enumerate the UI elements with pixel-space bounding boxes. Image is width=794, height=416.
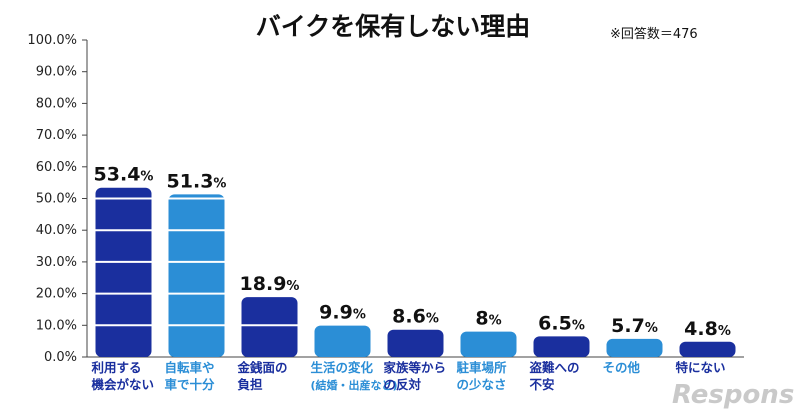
category-label: 負担 bbox=[238, 377, 264, 392]
y-tick-label: 10.0% bbox=[36, 318, 77, 333]
value-label: 5.7% bbox=[611, 315, 658, 337]
category-label: 自転車や bbox=[165, 360, 215, 375]
category-label: 利用する bbox=[92, 360, 142, 375]
y-tick-label: 80.0% bbox=[36, 96, 77, 111]
bar-body bbox=[168, 194, 225, 357]
y-tick-label: 60.0% bbox=[36, 160, 77, 175]
bar-body bbox=[387, 329, 444, 357]
chart-title: バイクを保有しない理由 bbox=[256, 12, 531, 41]
bar bbox=[387, 329, 444, 357]
bar-body bbox=[95, 187, 152, 357]
bar bbox=[314, 325, 371, 357]
bar bbox=[606, 338, 663, 357]
category-label: 特にない bbox=[676, 360, 726, 375]
bar bbox=[95, 187, 152, 357]
bars bbox=[95, 187, 736, 357]
y-tick-label: 40.0% bbox=[36, 223, 77, 238]
y-tick-label: 30.0% bbox=[36, 255, 77, 270]
y-axis: 0.0% 10.0% 20.0% 30.0% 40.0% 50.0% 60.0% 70.0% 8… bbox=[27, 33, 88, 365]
value-label: 53.4% bbox=[94, 164, 154, 186]
value-label: 8% bbox=[475, 308, 501, 330]
y-tick-label: 100.0% bbox=[27, 33, 77, 48]
bar bbox=[533, 336, 590, 357]
category-label: の反対 bbox=[384, 377, 422, 392]
category-label: 車で十分 bbox=[165, 377, 216, 392]
category-label: 機会がない bbox=[92, 377, 155, 392]
bar-body bbox=[314, 325, 371, 357]
bar bbox=[168, 194, 225, 357]
bar bbox=[460, 331, 517, 357]
response-watermark: Response. bbox=[672, 380, 794, 410]
y-tick-label: 70.0% bbox=[36, 128, 77, 143]
y-tick-label: 20.0% bbox=[36, 287, 77, 302]
value-label: 6.5% bbox=[538, 312, 585, 334]
value-label: 18.9% bbox=[240, 273, 300, 295]
category-label: の少なさ bbox=[457, 377, 507, 392]
bar-body bbox=[606, 338, 663, 357]
respondent-count-note: ※回答数＝476 bbox=[610, 26, 698, 42]
value-label: 4.8% bbox=[684, 318, 731, 340]
category-label: 金銭面の bbox=[237, 360, 288, 375]
y-tick-label: 90.0% bbox=[36, 65, 77, 80]
category-label: 駐車場所 bbox=[457, 360, 508, 375]
bar-body bbox=[241, 297, 298, 357]
y-tick-label: 0.0% bbox=[44, 350, 77, 365]
bar bbox=[241, 297, 298, 357]
category-label: 不安 bbox=[530, 377, 555, 392]
value-label: 51.3% bbox=[167, 170, 227, 192]
category-label: 盗難への bbox=[530, 360, 580, 375]
bar-body bbox=[460, 331, 517, 357]
category-label: その他 bbox=[603, 360, 641, 375]
value-label: 8.6% bbox=[392, 306, 439, 328]
bar-body bbox=[679, 341, 736, 357]
category-label: (結婚・出産など) bbox=[311, 378, 398, 392]
value-label: 9.9% bbox=[319, 302, 366, 324]
value-labels: 53.4% 51.3% 18.9% 9.9% 8.6% 8% 6.5% 5.7% 4.8% bbox=[94, 164, 731, 340]
category-label: 家族等から bbox=[384, 360, 447, 375]
bar-body bbox=[533, 336, 590, 357]
y-tick-label: 50.0% bbox=[36, 192, 77, 207]
category-label: 生活の変化 bbox=[311, 360, 374, 375]
bar bbox=[679, 341, 736, 357]
